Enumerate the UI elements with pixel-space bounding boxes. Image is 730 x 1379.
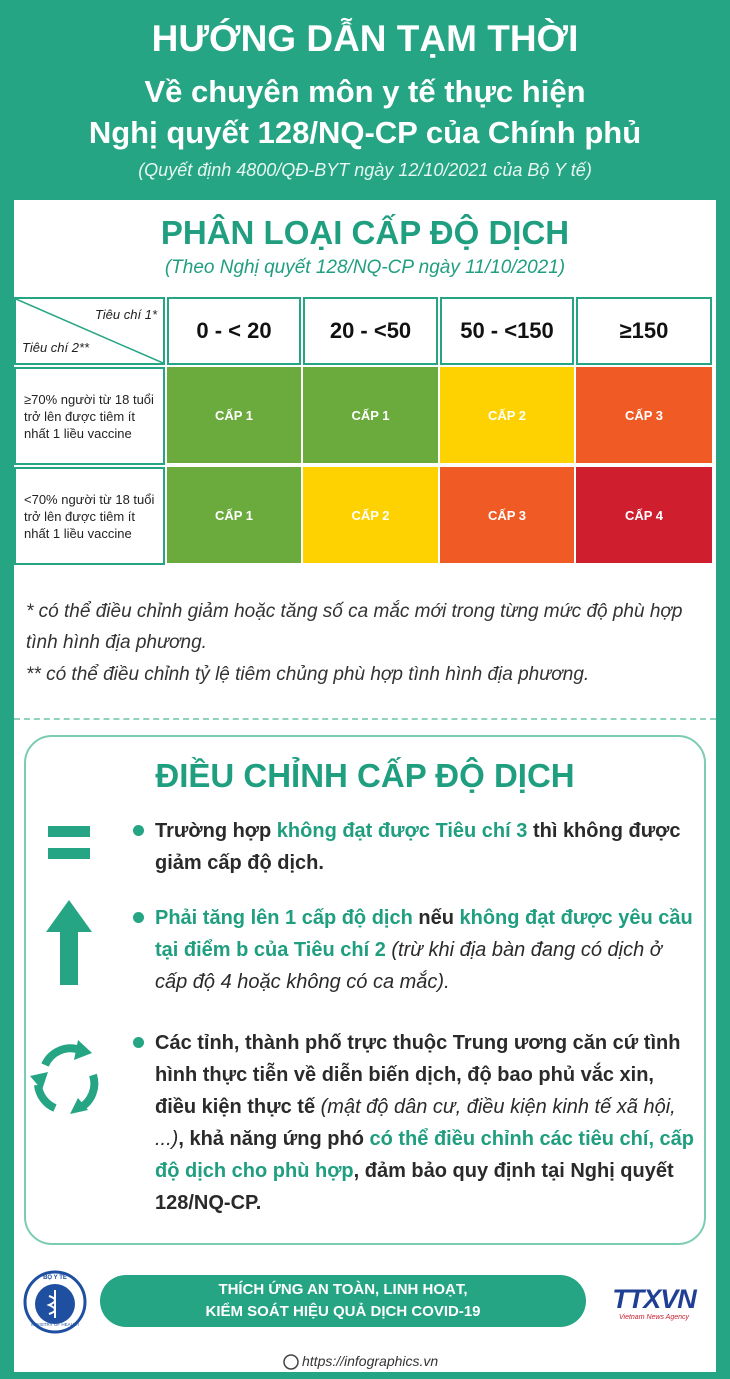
slogan: THÍCH ỨNG AN TOÀN, LINH HOẠT,	[218, 1281, 468, 1298]
level-cell: CẤP 2	[303, 467, 438, 563]
row-label: ≥70% người từ 18 tuổi trở lên được tiêm …	[14, 367, 165, 465]
text-segment: (trừ khi địa bàn đang có dịch ở cấp độ 4…	[155, 939, 662, 993]
level-cell: CẤP 3	[576, 367, 712, 463]
text-segment: Các tỉnh, thành phố trực thuộc Trung ươn…	[155, 1032, 681, 1118]
url: https://infographics.vn	[302, 1353, 439, 1369]
text-segment: (mật độ dân cư, điều kiện kinh tế xã hội…	[155, 1096, 676, 1150]
level-cell: CẤP 2	[440, 367, 574, 463]
level-cell: CẤP 3	[440, 467, 574, 563]
arrow-icon	[46, 900, 92, 985]
section-source: (Theo Nghị quyết 128/NQ-CP ngày 11/10/20…	[164, 257, 566, 278]
text-segment: không đạt được yêu cầu tại điểm b của Ti…	[155, 907, 693, 961]
bullet	[133, 912, 144, 923]
title: HƯỚNG DẪN TẠM THỜI	[151, 18, 579, 59]
divider	[14, 718, 716, 720]
bullet	[133, 1037, 144, 1048]
slogan-pill	[100, 1275, 586, 1327]
slogan: KIỂM SOÁT HIỆU QUẢ DỊCH COVID-19	[205, 1303, 481, 1320]
logo-text: MINISTRY OF HEALTH	[31, 1322, 79, 1327]
bottom-strip	[0, 1372, 730, 1379]
text-segment: Phải tăng lên 1 cấp độ dịch	[155, 907, 413, 929]
text-segment: Trường hợp	[155, 820, 277, 842]
text-segment: có thể điều chỉnh các tiêu chí, cấp độ d…	[155, 1128, 695, 1182]
health-logo	[23, 1270, 87, 1334]
corner-bottom: Tiêu chí 2**	[22, 340, 90, 355]
note: ** có thể điều chỉnh tỷ lệ tiêm chủng ph…	[26, 664, 590, 685]
box	[24, 735, 706, 1245]
item-text: Trường hợp không đạt được Tiêu chí 3 thì…	[155, 815, 695, 879]
subtitle: Nghị quyết 128/NQ-CP của Chính phủ	[88, 115, 642, 150]
item-text: Phải tăng lên 1 cấp độ dịch nếu không đạ…	[155, 902, 695, 998]
diagonal	[16, 299, 163, 363]
item-text: Các tỉnh, thành phố trực thuộc Trung ươn…	[155, 1027, 695, 1219]
text-segment: , khả năng ứng phó	[178, 1128, 370, 1150]
text-segment: , đảm bảo quy định tại Nghị quyết 128/NQ…	[155, 1160, 674, 1214]
column-header: 50 - <150	[440, 297, 574, 365]
level-cell: CẤP 4	[576, 467, 712, 563]
column-header: ≥150	[576, 297, 712, 365]
text-segment: nếu	[412, 907, 460, 929]
source: (Quyết định 4800/QĐ-BYT ngày 12/10/2021 …	[138, 160, 592, 180]
subtitle: Về chuyên môn y tế thực hiện	[144, 74, 586, 109]
row-label: <70% người từ 18 tuổi trở lên được tiêm …	[14, 467, 165, 565]
bullet	[133, 825, 144, 836]
logo-text: BỘ Y TẾ	[43, 1275, 67, 1281]
section-title: ĐIỀU CHỈNH CẤP ĐỘ DỊCH	[155, 757, 575, 794]
equals-icon	[48, 826, 90, 859]
agency-logo: TTXVN	[612, 1284, 697, 1314]
corner-top: Tiêu chí 1*	[94, 307, 157, 322]
corner-cell: Tiêu chí 1* Tiêu chí 2**	[14, 297, 165, 365]
text-segment: thì không được giảm cấp độ dịch.	[155, 820, 681, 874]
cycle-icon	[30, 1040, 99, 1114]
column-header: 0 - < 20	[167, 297, 301, 365]
globe-icon	[283, 1354, 299, 1370]
section-title: PHÂN LOẠI CẤP ĐỘ DỊCH	[160, 214, 570, 251]
level-cell: CẤP 1	[303, 367, 438, 463]
text-segment: không đạt được Tiêu chí 3	[276, 820, 528, 842]
level-cell: CẤP 1	[167, 367, 301, 463]
note: * có thể điều chỉnh giảm hoặc tăng số ca…	[26, 601, 683, 653]
level-cell: CẤP 1	[167, 467, 301, 563]
agency-sub: Vietnam News Agency	[618, 1314, 690, 1321]
column-header: 20 - <50	[303, 297, 438, 365]
